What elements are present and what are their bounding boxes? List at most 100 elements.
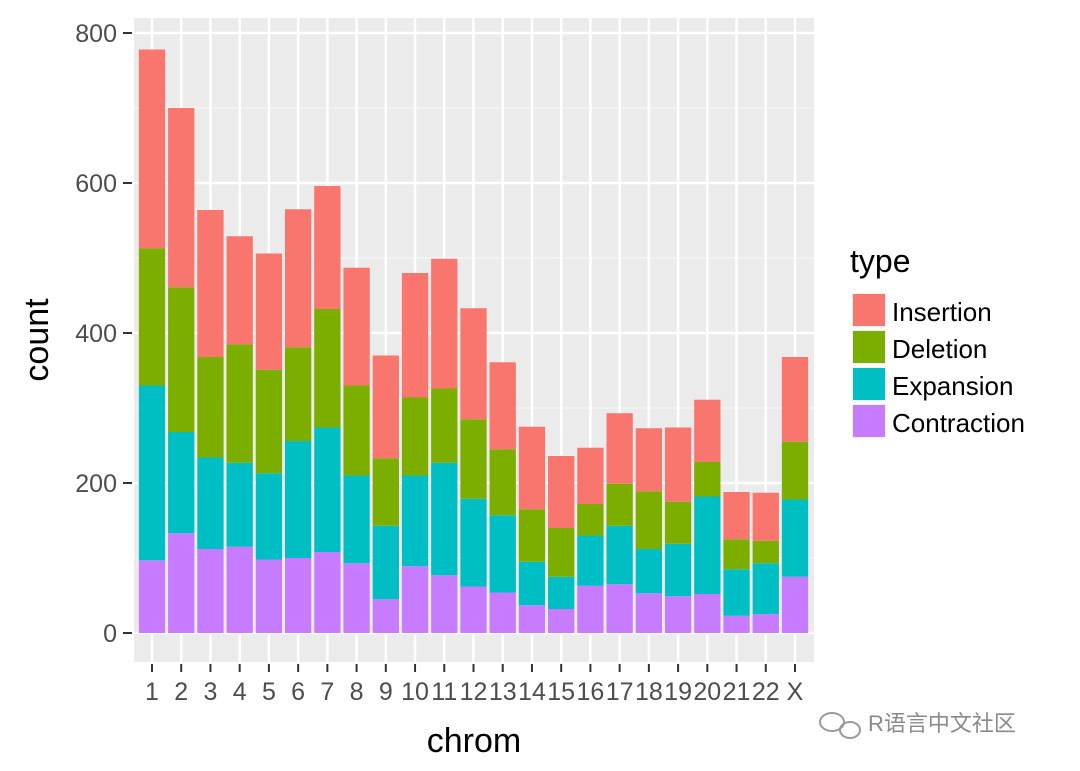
bar-segment-deletion xyxy=(255,369,283,474)
bar-segment-expansion xyxy=(664,543,692,597)
bar-segment-expansion xyxy=(489,515,516,593)
bar-segment-insertion xyxy=(431,258,458,389)
x-axis-title: chrom xyxy=(427,722,521,760)
legend-swatch-expansion xyxy=(853,368,885,400)
bar-segment-expansion xyxy=(431,462,458,576)
bar-segment-expansion xyxy=(138,385,166,561)
bar-segment-deletion xyxy=(226,344,253,463)
bar-segment-deletion xyxy=(401,397,429,476)
bar-segment-contraction xyxy=(372,599,399,633)
legend-label-expansion: Expansion xyxy=(892,371,1013,401)
x-tick-label: 10 xyxy=(401,678,429,706)
bar-segment-deletion xyxy=(343,385,370,476)
legend: type Insertion Deletion Expansion Contracti… xyxy=(850,243,1025,438)
bar-segment-insertion xyxy=(372,355,399,459)
x-tick-label: 7 xyxy=(320,678,334,706)
legend-label-insertion: Insertion xyxy=(892,297,992,327)
legend-title: type xyxy=(850,243,910,279)
bar-segment-insertion xyxy=(723,492,750,540)
bar-segment-contraction xyxy=(138,560,166,633)
bar-segment-insertion xyxy=(284,209,312,348)
bar-segment-deletion xyxy=(577,504,604,536)
bar-segment-contraction xyxy=(168,533,195,633)
bar-segment-contraction xyxy=(577,585,604,633)
bar-segment-contraction xyxy=(343,563,370,633)
watermark-text: R语言中文社区 xyxy=(868,711,1016,736)
bar-segment-contraction xyxy=(489,592,516,633)
bar-segment-deletion xyxy=(723,539,750,570)
bar-segment-insertion xyxy=(781,357,809,442)
bar-segment-insertion xyxy=(606,413,633,484)
bar-segment-contraction xyxy=(781,576,809,633)
bar-segment-contraction xyxy=(723,615,750,633)
x-tick-label: 1 xyxy=(145,678,159,706)
bar-segment-deletion xyxy=(197,357,224,458)
bars xyxy=(138,49,809,633)
x-tick-label: X xyxy=(787,678,804,706)
bar-segment-expansion xyxy=(343,475,370,564)
x-tick-label: 15 xyxy=(547,678,575,706)
bar-segment-expansion xyxy=(284,441,312,558)
legend-swatch-contraction xyxy=(853,405,885,437)
y-axis-title: count xyxy=(18,298,56,382)
bar-segment-deletion xyxy=(752,540,779,564)
y-axis: 0 200 400 600 800 xyxy=(75,20,132,648)
bar-segment-expansion xyxy=(781,499,809,577)
x-tick-label: 16 xyxy=(577,678,605,706)
bar-segment-deletion xyxy=(372,458,399,526)
bar-segment-expansion xyxy=(752,563,779,615)
x-tick-label: 20 xyxy=(693,678,721,706)
bar-segment-deletion xyxy=(138,248,166,386)
bar-segment-insertion xyxy=(314,186,341,309)
y-tick-label: 800 xyxy=(75,20,117,48)
bar-segment-contraction xyxy=(548,609,575,633)
bar-segment-insertion xyxy=(460,308,487,420)
bar-segment-deletion xyxy=(781,441,809,500)
bar-segment-insertion xyxy=(577,447,604,504)
bar-segment-deletion xyxy=(518,509,546,562)
bar-segment-contraction xyxy=(431,575,458,633)
x-tick-label: 9 xyxy=(379,678,393,706)
bar-segment-expansion xyxy=(372,525,399,600)
bar-segment-deletion xyxy=(548,528,575,577)
bar-segment-contraction xyxy=(284,558,312,633)
bar-segment-insertion xyxy=(226,236,253,345)
bar-segment-contraction xyxy=(635,593,663,633)
x-tick-label: 18 xyxy=(635,678,663,706)
bar-segment-deletion xyxy=(168,287,195,432)
x-tick-label: 11 xyxy=(431,678,457,706)
x-tick-label: 8 xyxy=(350,678,364,706)
bar-segment-deletion xyxy=(635,491,663,549)
bar-segment-expansion xyxy=(401,475,429,567)
bar-segment-contraction xyxy=(401,566,429,633)
bar-segment-insertion xyxy=(489,362,516,450)
bar-segment-deletion xyxy=(284,347,312,441)
bar-segment-insertion xyxy=(635,428,663,492)
y-tick-label: 200 xyxy=(75,470,117,498)
chat-bubble-icon xyxy=(819,712,861,739)
x-tick-label: 12 xyxy=(460,678,488,706)
x-tick-label: 13 xyxy=(489,678,517,706)
bar-segment-contraction xyxy=(664,596,692,633)
legend-swatch-deletion xyxy=(853,331,885,363)
bar-segment-expansion xyxy=(460,498,487,587)
bar-segment-contraction xyxy=(694,594,721,633)
bar-segment-expansion xyxy=(548,576,575,609)
bar-segment-expansion xyxy=(168,432,195,534)
legend-label-deletion: Deletion xyxy=(892,334,987,364)
bar-segment-contraction xyxy=(197,549,224,633)
bar-segment-contraction xyxy=(255,559,283,633)
bar-segment-deletion xyxy=(431,388,458,463)
x-tick-label: 22 xyxy=(752,678,780,706)
bar-segment-insertion xyxy=(752,492,779,541)
bar-segment-expansion xyxy=(635,549,663,594)
bar-segment-expansion xyxy=(577,535,604,586)
bar-segment-insertion xyxy=(548,456,575,528)
x-tick-label: 17 xyxy=(606,678,634,706)
bar-segment-contraction xyxy=(460,586,487,633)
x-tick-label: 21 xyxy=(723,678,751,706)
bar-segment-deletion xyxy=(664,501,692,544)
x-tick-label: 6 xyxy=(291,678,305,706)
y-tick-label: 600 xyxy=(75,170,117,198)
